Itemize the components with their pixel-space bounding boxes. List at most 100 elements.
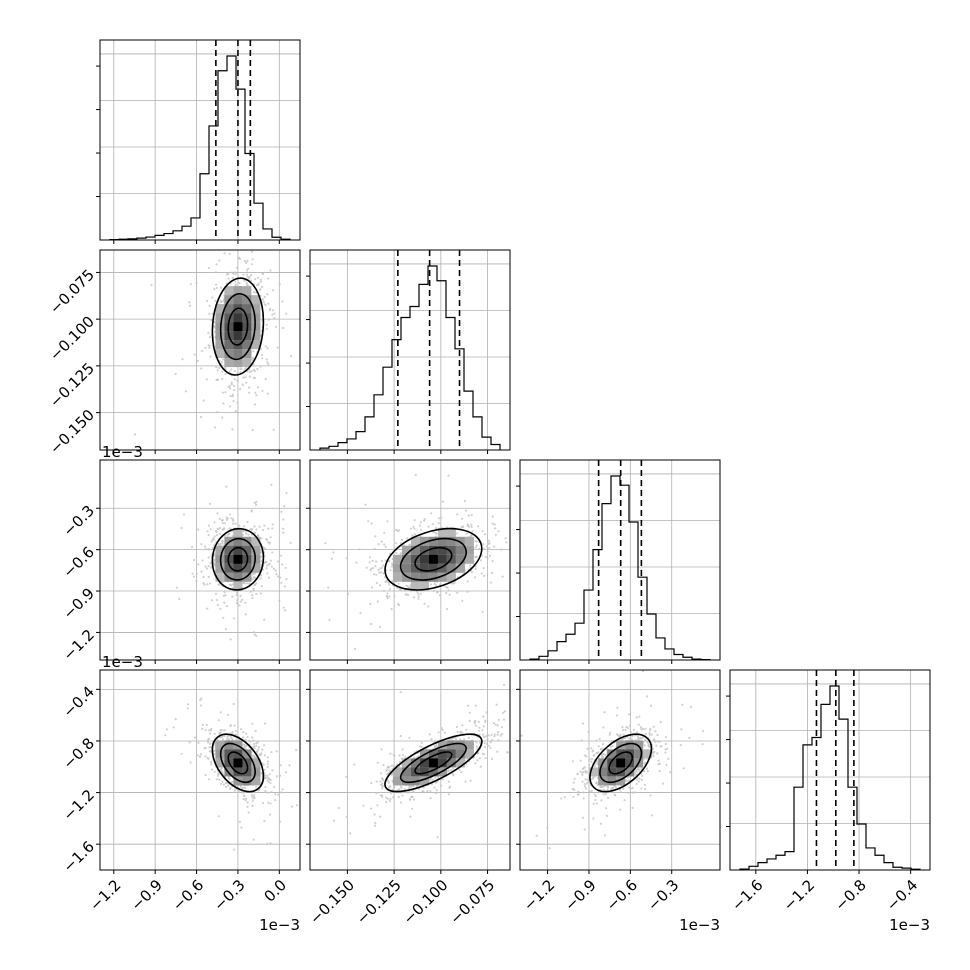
scatter-point	[193, 353, 196, 356]
scatter-point	[206, 530, 209, 533]
scatter-point	[255, 634, 258, 637]
scatter-point	[388, 800, 392, 803]
scatter-point	[629, 731, 632, 734]
scatter-point	[231, 393, 234, 396]
scatter-point	[241, 383, 244, 386]
scatter-point	[220, 782, 223, 786]
scatter-point	[254, 291, 257, 294]
scatter-point	[591, 750, 594, 753]
scatter-point	[243, 259, 246, 263]
scatter-point	[227, 734, 230, 738]
scatter-point	[204, 548, 207, 551]
density-cell	[224, 349, 234, 359]
scatter-point	[463, 500, 466, 503]
scatter-point	[233, 789, 236, 792]
scatter-point	[199, 698, 202, 702]
scatter-point	[267, 776, 270, 780]
scatter-point	[266, 361, 269, 364]
scatter-point	[412, 596, 415, 599]
density-cell	[251, 340, 261, 350]
scatter-point	[383, 543, 386, 546]
scatter-point	[453, 581, 456, 585]
scatter-point	[285, 578, 288, 581]
scatter-point	[250, 250, 254, 253]
scatter-point	[418, 524, 422, 527]
density-cell	[437, 572, 447, 582]
scatter-point	[257, 748, 260, 751]
density-cell	[419, 572, 429, 582]
scatter-point	[412, 525, 415, 529]
x-tick-label: −0.100	[400, 876, 452, 928]
density-cell	[410, 572, 420, 582]
scatter-point	[194, 736, 197, 739]
scatter-point	[465, 728, 468, 731]
scatter-point	[436, 591, 439, 594]
scatter-point	[207, 533, 210, 537]
scatter-point	[650, 814, 654, 817]
scatter-point	[191, 572, 194, 575]
density-cell	[437, 758, 447, 768]
scatter-point	[201, 723, 204, 727]
density-cell	[401, 776, 411, 786]
scatter-point	[400, 786, 403, 790]
scatter-point	[246, 735, 249, 739]
scatter-point	[255, 744, 258, 748]
scatter-point	[588, 758, 591, 761]
scatter-point	[295, 748, 298, 752]
scatter-point	[204, 729, 207, 732]
scatter-point	[228, 533, 231, 536]
scatter-point	[506, 751, 509, 754]
scatter-point	[441, 778, 444, 781]
scatter-point	[225, 518, 228, 522]
scatter-point	[261, 801, 264, 805]
scatter-point	[265, 327, 268, 330]
scatter-point	[456, 591, 459, 594]
scatter-point	[571, 760, 575, 763]
scatter-point	[266, 293, 269, 296]
scatter-point	[245, 732, 248, 735]
density-peak	[233, 322, 243, 332]
density-cell	[251, 304, 261, 314]
scatter-point	[217, 719, 220, 722]
x-tick-label: −0.4	[883, 876, 921, 914]
scatter-point	[665, 763, 668, 767]
scatter-point	[210, 540, 213, 543]
scatter-point	[445, 585, 448, 589]
scatter-point	[208, 336, 212, 339]
scatter-point	[207, 738, 210, 742]
scatter-point	[376, 804, 379, 807]
scatter-point	[399, 734, 402, 738]
scatter-point	[412, 790, 415, 794]
scatter-point	[477, 751, 480, 755]
scatter-point	[236, 266, 239, 269]
scatter-point	[218, 527, 221, 530]
scatter-point	[209, 750, 212, 753]
scatter-point	[283, 585, 286, 588]
scatter-point	[386, 594, 389, 598]
scatter-point	[387, 786, 391, 789]
scatter-point	[234, 738, 238, 741]
scatter-point	[248, 375, 251, 378]
scatter-point	[252, 577, 256, 580]
scatter-point	[484, 719, 487, 723]
scatter-point	[431, 523, 434, 526]
scatter-point	[386, 773, 389, 776]
scatter-point	[488, 541, 491, 545]
scatter-point	[495, 703, 498, 706]
scatter-point	[379, 584, 382, 587]
scatter-point	[216, 369, 219, 372]
scatter-point	[386, 592, 389, 595]
scatter-point	[353, 647, 356, 651]
density-cell	[437, 545, 447, 555]
scatter-point	[479, 765, 482, 768]
scatter-point	[486, 550, 489, 553]
scatter-point	[221, 522, 224, 525]
scatter-point	[221, 542, 224, 545]
scatter-point	[429, 778, 432, 781]
density-cell	[455, 545, 465, 555]
density-cell	[233, 295, 243, 305]
scatter-point	[274, 569, 277, 572]
scatter-point	[448, 593, 451, 596]
scatter-point	[242, 273, 245, 276]
scatter-point	[266, 392, 269, 395]
